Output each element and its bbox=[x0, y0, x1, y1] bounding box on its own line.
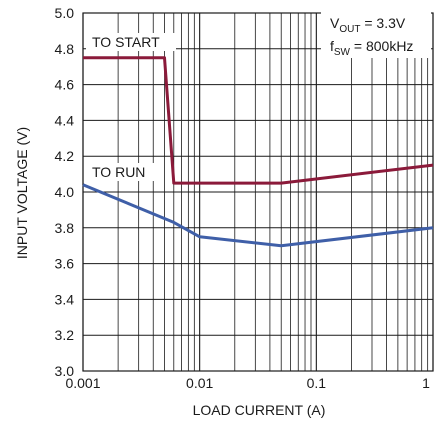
y-tick-label: 4.0 bbox=[55, 184, 75, 200]
y-tick-label: 3.4 bbox=[55, 291, 75, 307]
series-label-run-text: TO RUN bbox=[92, 164, 145, 180]
plot-frame bbox=[82, 12, 434, 372]
x-tick-label: 0.001 bbox=[65, 375, 100, 391]
y-tick-label: 5.0 bbox=[55, 5, 75, 21]
vout-annotation: VOUT = 3.3V bbox=[330, 15, 406, 35]
y-tick-label: 4.8 bbox=[55, 41, 75, 57]
params-annotation-bg bbox=[321, 10, 431, 58]
y-tick-label: 3.2 bbox=[55, 327, 75, 343]
series-label-start-text: TO START bbox=[92, 34, 160, 50]
x-tick-label: 0.01 bbox=[186, 375, 213, 391]
series-label-start: TO START bbox=[86, 33, 176, 51]
y-tick-label: 3.8 bbox=[55, 220, 75, 236]
fsw-annotation: fSW = 800kHz bbox=[330, 38, 413, 58]
x-tick-label: 0.1 bbox=[307, 375, 327, 391]
series-label-start-bg bbox=[86, 33, 176, 51]
series-line-to-start bbox=[83, 56, 434, 185]
x-axis-title: LOAD CURRENT (A) bbox=[193, 402, 326, 418]
y-tick-label: 4.4 bbox=[55, 112, 75, 128]
y-tick-label: 4.6 bbox=[55, 77, 75, 93]
y-tick-label: 3.6 bbox=[55, 256, 75, 272]
y-tick-label: 4.2 bbox=[55, 148, 75, 164]
y-axis-title: INPUT VOLTAGE (V) bbox=[14, 127, 30, 259]
y-tick-label: 3.0 bbox=[55, 363, 75, 379]
series-line-to-run bbox=[82, 183, 434, 248]
x-tick-label: 1 bbox=[422, 375, 430, 391]
series-label-run-bg bbox=[86, 163, 156, 181]
series-label-run: TO RUN bbox=[86, 163, 156, 181]
params-annotation: VOUT = 3.3V fSW = 800kHz bbox=[321, 10, 431, 58]
series-layer bbox=[82, 56, 434, 248]
tick-labels: 3.0 3.2 3.4 3.6 3.8 4.0 4.2 4.4 4.6 4.8 5.0 0.001 0.… bbox=[55, 5, 431, 391]
